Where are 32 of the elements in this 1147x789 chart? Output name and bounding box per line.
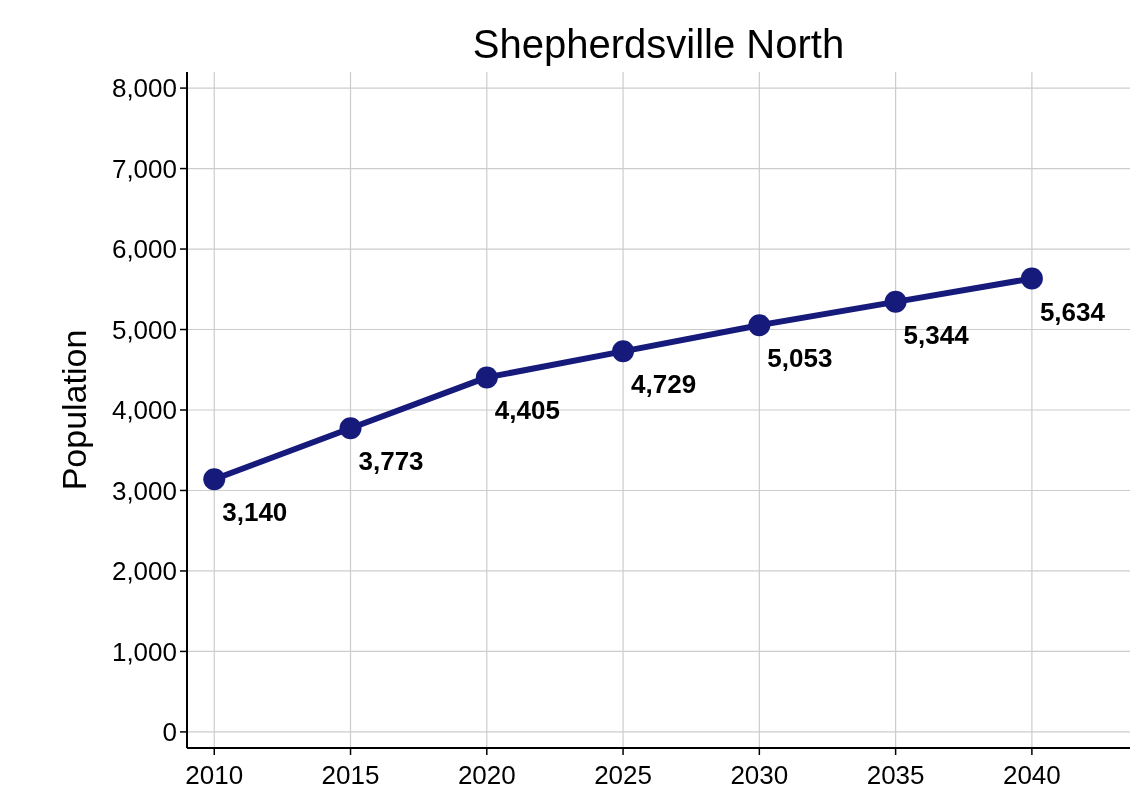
y-tick-label: 5,000 <box>111 314 177 345</box>
y-tick-label: 4,000 <box>111 395 177 426</box>
data-label: 5,634 <box>1039 296 1106 327</box>
point <box>884 290 907 313</box>
x-tick-label: 2030 <box>730 760 789 789</box>
chart-title: Shepherdsville North <box>472 22 845 66</box>
y-axis-title: Population <box>55 329 93 491</box>
point <box>1020 267 1043 290</box>
x-tick-label: 2020 <box>457 760 516 789</box>
y-tick-label: 8,000 <box>111 73 177 104</box>
y-tick-label: 6,000 <box>111 234 177 265</box>
x-tick-label: 2010 <box>185 760 244 789</box>
x-tick-label: 2025 <box>594 760 652 789</box>
y-tick-label: 0 <box>162 717 177 747</box>
x-tick-label: 2015 <box>321 760 380 789</box>
data-label: 4,729 <box>631 369 697 400</box>
data-label: 5,053 <box>767 343 833 374</box>
y-tick-label: 7,000 <box>111 153 177 184</box>
y-tick-label: 3,000 <box>111 475 177 506</box>
point <box>339 417 362 440</box>
y-tick-label: 2,000 <box>111 556 177 587</box>
y-tick-label: 1,000 <box>111 636 177 667</box>
x-tick-label: 2035 <box>866 760 925 789</box>
data-label: 3,140 <box>222 497 288 528</box>
point <box>612 340 635 363</box>
point <box>748 314 771 337</box>
data-label: 3,773 <box>358 446 424 477</box>
point <box>203 468 226 491</box>
data-label: 4,405 <box>494 395 560 426</box>
data-label: 5,344 <box>903 319 970 350</box>
point <box>475 366 498 389</box>
x-tick-label: 2040 <box>1002 760 1061 789</box>
